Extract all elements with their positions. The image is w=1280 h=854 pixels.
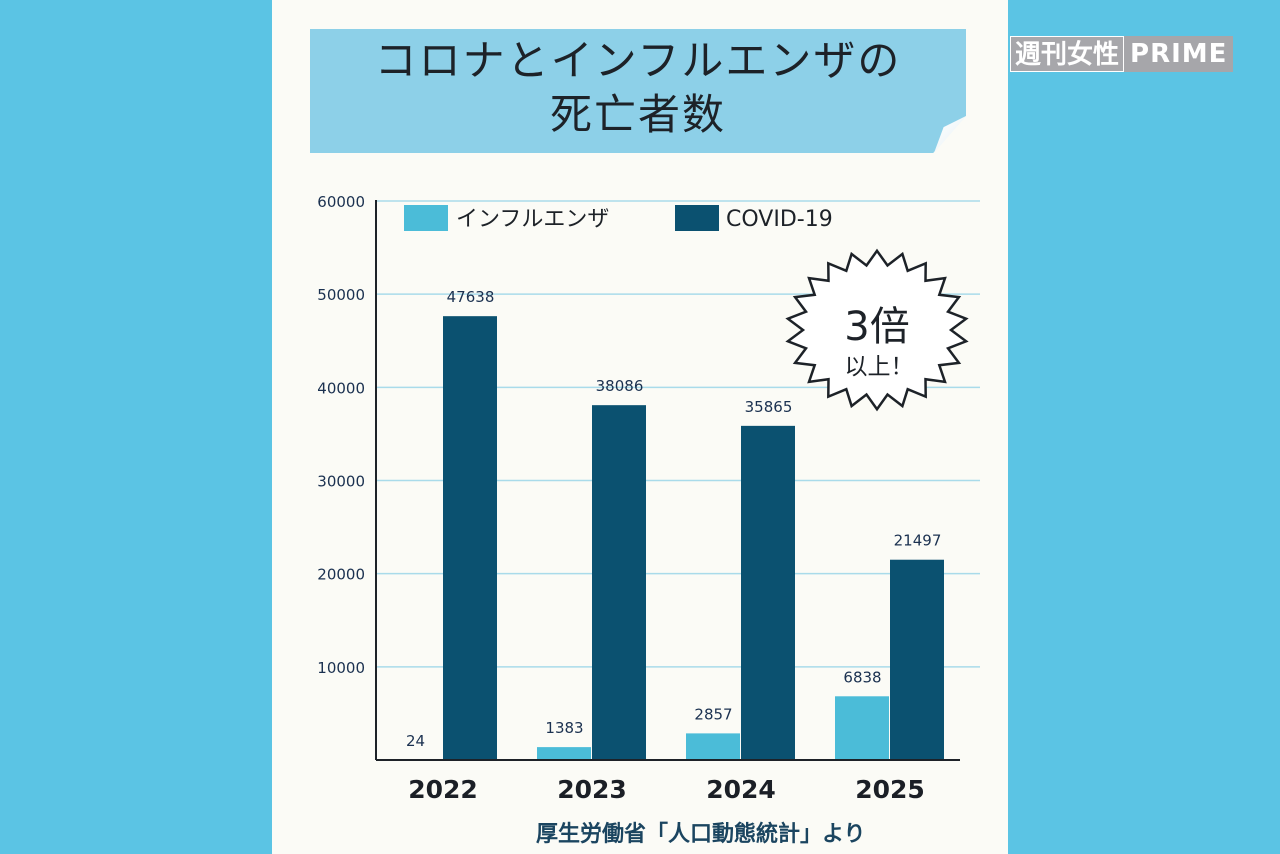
bar-covid-2022 — [443, 316, 497, 760]
bar-covid-2023 — [592, 405, 646, 760]
value-label: 1383 — [545, 719, 583, 737]
legend-swatch-covid — [675, 205, 719, 231]
chart-bars — [388, 316, 944, 760]
x-category-label: 2025 — [855, 775, 925, 804]
value-label: 35865 — [745, 398, 793, 416]
y-tick-label: 20000 — [317, 566, 365, 584]
bar-influenza-2025 — [835, 696, 889, 760]
legend-swatch-influenza — [404, 205, 448, 231]
chart-title: コロナとインフルエンザの 死亡者数 — [310, 34, 966, 142]
value-label: 38086 — [596, 377, 644, 395]
y-axis-ticks: 10000 20000 30000 40000 50000 60000 — [317, 193, 365, 677]
y-tick-label: 50000 — [317, 286, 365, 304]
burst-main-text: 3倍 — [844, 304, 909, 350]
y-tick-label: 30000 — [317, 473, 365, 491]
burst-sub-text: 以上！ — [845, 354, 914, 380]
legend-label-influenza: インフルエンザ — [456, 207, 609, 232]
bar-covid-2025 — [890, 559, 944, 760]
y-tick-label: 60000 — [317, 193, 365, 211]
value-label: 21497 — [894, 532, 942, 550]
callout-burst: 3倍 以上！ — [785, 248, 969, 412]
legend-label-covid: COVID-19 — [726, 207, 833, 232]
x-category-label: 2022 — [408, 775, 478, 804]
value-label: 2857 — [694, 705, 732, 723]
burst-shape — [785, 248, 969, 412]
x-category-label: 2024 — [706, 775, 776, 804]
x-category-label: 2023 — [557, 775, 627, 804]
brand-logo-part-2: PRIME — [1124, 36, 1234, 72]
chart-legend: インフルエンザ COVID-19 — [404, 205, 833, 232]
x-axis-labels: 2022 2023 2024 2025 — [408, 775, 925, 804]
title-banner — [310, 29, 966, 153]
value-label: 24 — [406, 732, 425, 750]
chart-title-line-1: コロナとインフルエンザの — [374, 36, 902, 85]
y-tick-label: 10000 — [317, 659, 365, 677]
brand-logo-part-1: 週刊女性 — [1010, 36, 1125, 72]
chart-title-line-2: 死亡者数 — [549, 90, 726, 139]
brand-logo: 週刊女性 PRIME — [1010, 36, 1234, 72]
bar-covid-2024 — [741, 425, 795, 760]
value-label: 6838 — [843, 668, 881, 686]
bar-influenza-2023 — [537, 747, 591, 760]
chart-value-labels: 24 47638 1383 38086 2857 35865 6838 21497 — [406, 288, 941, 750]
y-tick-label: 40000 — [317, 379, 365, 397]
source-note: 厚生労働省「人口動態統計」より — [536, 822, 866, 847]
value-label: 47638 — [447, 288, 495, 306]
bar-influenza-2024 — [686, 733, 740, 760]
